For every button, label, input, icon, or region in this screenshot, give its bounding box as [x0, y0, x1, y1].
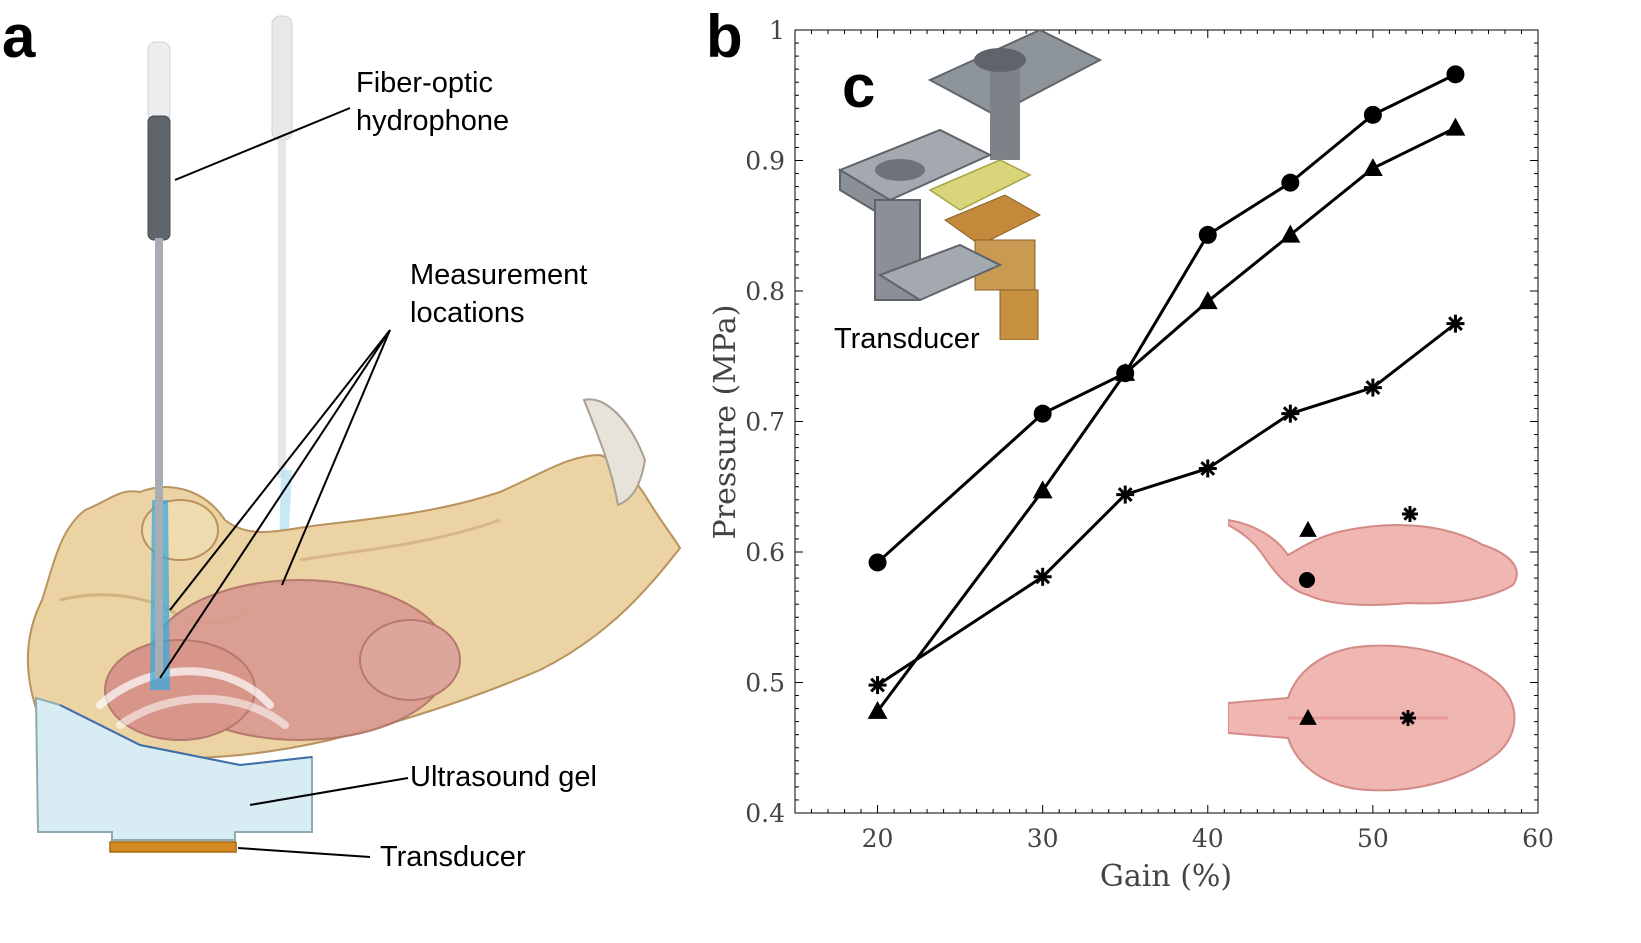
- asterisk-stroke: [1035, 569, 1051, 585]
- transducer-label-a: Transducer: [380, 841, 526, 873]
- brain-lateral-view: [1228, 518, 1518, 606]
- leader-lines: [159, 107, 409, 858]
- hydrophone-probe-2: [271, 15, 293, 478]
- data-point-triangle: [1445, 117, 1466, 136]
- data-point-asterisk: [868, 676, 887, 695]
- data-point-circle: [1033, 404, 1052, 423]
- asterisk-stroke: [1117, 487, 1133, 503]
- transducer-bar: [109, 841, 237, 853]
- incisor-tooth: [582, 398, 647, 507]
- measurement-label: Measurement locations: [410, 256, 587, 332]
- transducer-label-c: Transducer: [834, 323, 980, 355]
- asterisk-stroke: [870, 677, 885, 693]
- asterisk-stroke: [1035, 569, 1051, 585]
- asterisk-stroke: [1282, 406, 1298, 422]
- y-tick-label: 0.5: [745, 669, 785, 698]
- asterisk-stroke: [1365, 380, 1381, 395]
- mouse-head-illustration: [26, 15, 682, 858]
- x-tick-label: 20: [862, 824, 894, 853]
- y-tick-label: 0.6: [745, 538, 785, 567]
- asterisk-stroke: [1282, 406, 1298, 422]
- data-point-asterisk: [1446, 314, 1465, 333]
- data-point-asterisk: [1033, 567, 1052, 586]
- data-point-asterisk: [1198, 459, 1217, 478]
- hydrophone-label: Fiber-optic hydrophone: [356, 64, 509, 140]
- data-point-asterisk: [1116, 485, 1135, 504]
- data-point-circle: [1281, 173, 1300, 192]
- gel-label: Ultrasound gel: [410, 761, 597, 793]
- y-tick-label: 0.4: [745, 799, 785, 828]
- y-tick-label: 1: [769, 16, 785, 45]
- data-point-triangle: [867, 700, 888, 719]
- data-point-circle: [1116, 364, 1135, 383]
- panel-label-a: a: [2, 3, 36, 70]
- data-point-circle: [1446, 65, 1465, 84]
- hydrophone-probe-1: [147, 41, 171, 678]
- measurement-label-line1: Measurement: [410, 259, 588, 291]
- data-point-circle: [868, 553, 887, 572]
- y-tick-label: 0.8: [745, 277, 785, 306]
- panel-label-c: c: [842, 53, 876, 120]
- data-point-circle: [1198, 225, 1217, 244]
- x-tick-label: 60: [1522, 824, 1554, 853]
- data-point-asterisk: [1281, 404, 1300, 423]
- transducer-3d-illustration: [837, 28, 1103, 340]
- data-point-triangle: [1115, 362, 1136, 381]
- asterisk-stroke: [1200, 461, 1216, 476]
- data-point-triangle: [1197, 291, 1218, 310]
- y-tick-label: 0.9: [745, 147, 785, 176]
- x-tick-label: 30: [1027, 824, 1059, 853]
- hydrophone-label-line1: Fiber-optic: [356, 67, 493, 99]
- hydrophone-label-line2: hydrophone: [356, 105, 510, 137]
- asterisk-stroke: [1117, 487, 1133, 503]
- x-axis-label: Gain (%): [1100, 859, 1232, 894]
- measurement-label-line2: locations: [410, 297, 525, 329]
- y-tick-label: 0.7: [745, 408, 785, 437]
- data-point-asterisk: [1363, 378, 1382, 397]
- x-tick-label: 40: [1192, 824, 1224, 853]
- data-point-triangle: [1032, 480, 1053, 499]
- asterisk-stroke: [870, 677, 885, 693]
- asterisk-stroke: [1200, 461, 1216, 476]
- data-point-circle: [1363, 105, 1382, 124]
- asterisk-stroke: [1448, 316, 1463, 332]
- data-point-triangle: [1362, 158, 1383, 177]
- asterisk-stroke: [1365, 380, 1381, 395]
- asterisk-stroke: [1448, 316, 1463, 332]
- x-tick-label: 50: [1357, 824, 1389, 853]
- brain-ventral-view: [1228, 644, 1516, 792]
- panel-label-b: b: [706, 3, 743, 70]
- data-point-triangle: [1280, 224, 1301, 243]
